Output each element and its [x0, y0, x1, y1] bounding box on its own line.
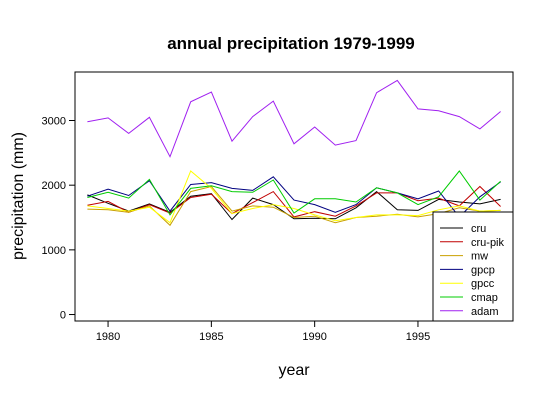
x-tick-label: 1980	[96, 331, 120, 343]
x-axis: 1980 1985 1990 1995	[96, 321, 430, 343]
legend-label-cmap: cmap	[471, 292, 498, 304]
y-axis-label: precipitation (mm)	[10, 132, 27, 260]
x-tick-label: 1985	[199, 331, 223, 343]
series-lines	[87, 79, 501, 227]
plot-frame	[74, 71, 514, 322]
series-line-adam	[87, 79, 501, 158]
legend-label-gpcc: gpcc	[471, 278, 495, 290]
legend-label-cru: cru	[471, 223, 486, 235]
y-tick-label: 1000	[42, 245, 66, 257]
y-tick-label: 2000	[42, 180, 66, 192]
legend-label-cru-pik: cru-pik	[471, 237, 505, 249]
x-axis-label: year	[278, 362, 310, 379]
chart-title: annual precipitation 1979-1999	[167, 34, 415, 53]
y-tick-label: 3000	[42, 116, 66, 128]
y-axis: 0 1000 2000 3000	[42, 116, 75, 322]
y-tick-label: 0	[60, 310, 66, 322]
legend-label-gpcp: gpcp	[471, 264, 495, 276]
x-tick-label: 1995	[406, 331, 430, 343]
series-line-cru	[87, 190, 501, 221]
legend-label-adam: adam	[471, 306, 499, 318]
series-line-cmap	[87, 170, 501, 216]
legend-label-mw: mw	[471, 251, 488, 263]
legend-box	[432, 211, 514, 322]
series-line-gpcc	[87, 170, 501, 224]
x-tick-label: 1990	[302, 331, 326, 343]
